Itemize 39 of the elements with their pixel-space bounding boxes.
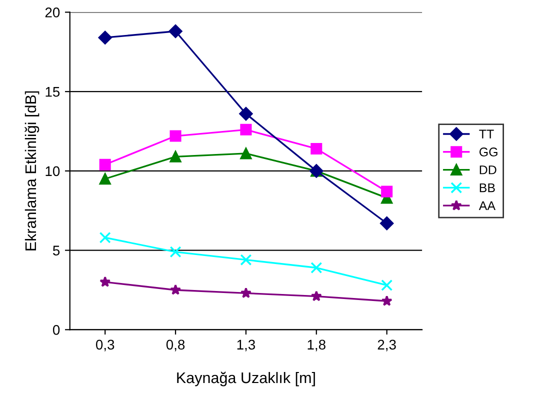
point	[170, 150, 182, 162]
point	[239, 107, 253, 121]
point	[240, 287, 252, 298]
point	[170, 130, 182, 142]
point	[99, 173, 111, 185]
y-tick-label: 0	[52, 325, 60, 335]
point	[310, 262, 322, 274]
x-tick-label: 0,8	[166, 340, 185, 352]
point	[100, 276, 111, 287]
point	[310, 290, 322, 302]
y-tick-label: 5	[52, 246, 60, 256]
y-tick-label: 10	[46, 166, 60, 176]
point	[310, 142, 322, 154]
point	[380, 216, 394, 230]
x-tick-label: 2,3	[378, 340, 396, 352]
point	[381, 279, 393, 291]
point	[170, 284, 182, 295]
legend-label: BB	[480, 183, 495, 192]
point	[98, 30, 112, 44]
legend-label: GG	[479, 148, 498, 156]
point	[240, 124, 252, 136]
legend-label: AA	[478, 201, 496, 210]
y-tick-label: 20	[45, 8, 60, 18]
y-axis-title: Ekranlama Etkinliği [dB]	[24, 91, 40, 250]
point	[170, 246, 182, 258]
y-tick-label: 15	[46, 87, 60, 97]
x-axis-title: Kaynağa Uzaklık [m]	[177, 372, 315, 386]
x-tick-label: 1,8	[308, 340, 326, 352]
legend-label: TT	[479, 130, 494, 138]
point	[381, 295, 392, 306]
point	[381, 186, 393, 198]
point	[99, 232, 111, 244]
x-tick-label: 0,3	[96, 340, 114, 352]
point	[168, 24, 182, 38]
legend-label: DD	[480, 166, 496, 174]
point	[99, 158, 111, 170]
point	[240, 254, 252, 266]
x-tick-label: 1,3	[237, 340, 256, 352]
point	[240, 148, 252, 160]
